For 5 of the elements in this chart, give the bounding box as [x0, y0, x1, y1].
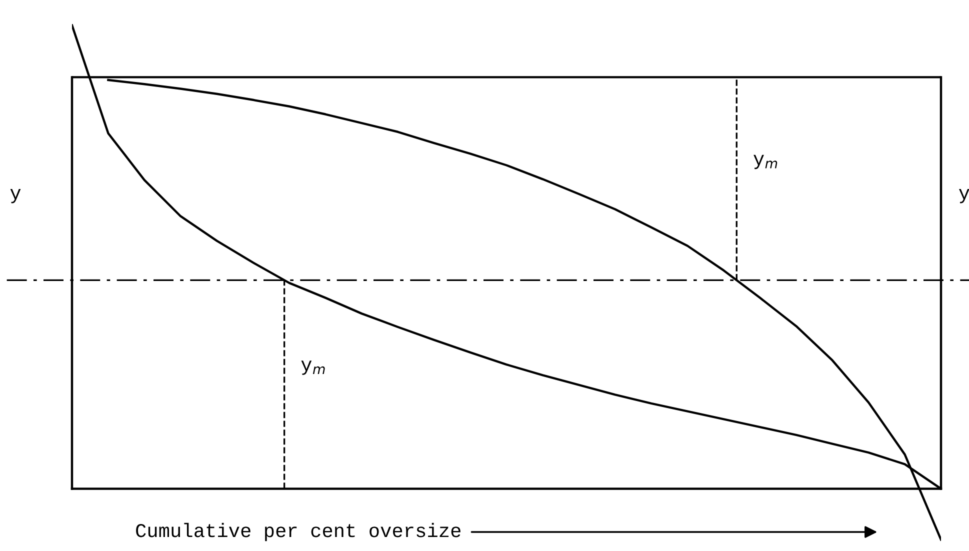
annotation: y$_{m}$ — [754, 154, 778, 170]
annotation: y$_{m}$ — [301, 360, 325, 375]
x-axis-title: Cumulative per cent oversize — [136, 522, 460, 542]
text: y — [10, 188, 21, 204]
text: y — [959, 188, 969, 204]
